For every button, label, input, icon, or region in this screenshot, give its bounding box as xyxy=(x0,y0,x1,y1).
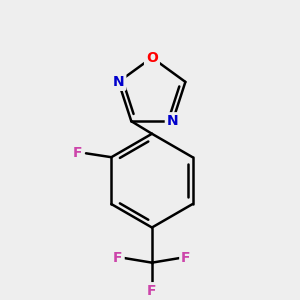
Text: F: F xyxy=(181,251,191,265)
Text: F: F xyxy=(113,251,123,265)
Text: F: F xyxy=(147,284,157,298)
Text: F: F xyxy=(73,146,82,160)
Text: N: N xyxy=(167,114,178,128)
Text: O: O xyxy=(146,51,158,64)
Text: N: N xyxy=(113,75,124,89)
